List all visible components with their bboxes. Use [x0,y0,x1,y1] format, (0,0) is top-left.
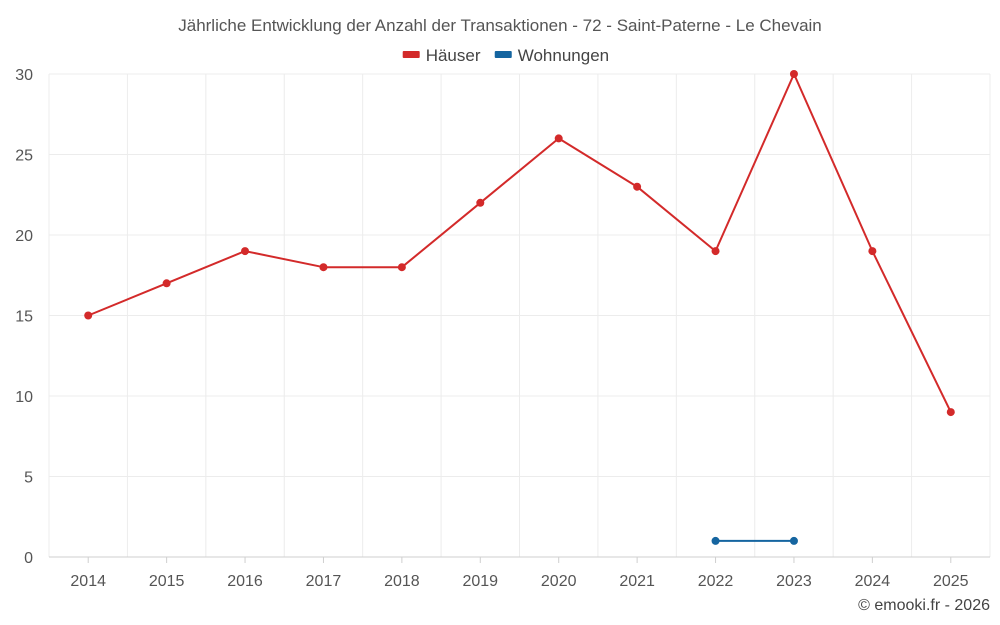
chart-title: Jährliche Entwicklung der Anzahl der Tra… [178,16,822,35]
legend-swatch-1 [494,51,512,58]
x-tick-label-2023: 2023 [776,573,812,590]
series-0-point-2023 [789,70,798,78]
series-0-point-2014 [84,311,93,320]
x-tick-label-2015: 2015 [149,573,185,590]
x-tick-label-2025: 2025 [933,573,969,590]
y-tick-label-30: 30 [15,67,33,84]
series-1-point-2022 [711,536,720,545]
series-0-point-2018 [397,263,406,272]
series-0-point-2024 [868,247,877,256]
series-0-point-2020 [554,134,563,143]
series-0-point-2022 [711,247,720,256]
y-tick-label-20: 20 [15,228,33,245]
x-tick-label-2020: 2020 [541,573,577,590]
series-1-point-2023 [789,536,798,545]
legend-label-0: Häuser [426,46,481,65]
legend-swatch-0 [402,51,420,58]
legend: Häuser Wohnungen [402,46,609,65]
series-layer [84,70,955,545]
x-tick-label-2021: 2021 [619,573,655,590]
series-0-point-2016 [241,247,250,256]
credit-text: © emooki.fr - 2026 [858,597,990,614]
y-tick-label-0: 0 [24,550,33,567]
x-tick-label-2022: 2022 [698,573,734,590]
y-tick-label-10: 10 [15,389,33,406]
y-tick-label-15: 15 [15,309,33,326]
series-0-point-2015 [162,279,171,288]
y-tick-label-25: 25 [15,148,33,165]
x-tick-label-2016: 2016 [227,573,263,590]
series-0-point-2021 [633,182,642,191]
legend-label-1: Wohnungen [518,46,609,65]
series-0-point-2025 [946,408,955,417]
grid [48,73,991,557]
x-tick-label-2014: 2014 [70,573,106,590]
series-0-point-2019 [476,198,485,207]
x-tick-label-2019: 2019 [462,573,498,590]
series-0-line-0 [87,73,952,413]
y-tick-label-5: 5 [24,470,33,487]
x-tick-label-2017: 2017 [306,573,342,590]
x-tick-label-2018: 2018 [384,573,420,590]
x-tick-label-2024: 2024 [855,573,891,590]
series-0-point-2017 [319,263,328,272]
